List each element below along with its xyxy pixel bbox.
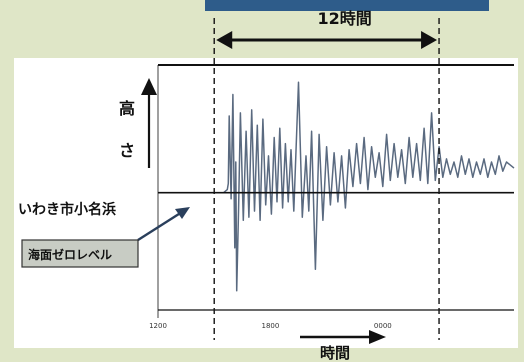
baseline-pointer-line <box>137 210 183 242</box>
ylabel-char-1: 高 <box>119 99 135 118</box>
baseline-pointer-head <box>175 207 190 219</box>
x-tick-label: 0000 <box>374 322 392 330</box>
duration-label: 12時間 <box>317 9 371 28</box>
x-tick-label: 1200 <box>149 322 167 330</box>
baseline-label-box <box>21 239 139 268</box>
x-tick-labels: 1200 1800 0000 <box>149 322 392 330</box>
xlabel: 時間 <box>320 344 350 362</box>
baseline-label: 海面ゼロレベル <box>28 247 112 262</box>
wave-series-line <box>158 81 515 292</box>
x-tick-label: 1800 <box>262 322 280 330</box>
location-label: いわき市小名浜 <box>18 201 116 218</box>
duration-arrow-left-head <box>216 31 233 49</box>
time-arrow-head <box>369 330 386 344</box>
duration-arrow-right-head <box>421 31 438 49</box>
height-arrow-head <box>141 78 157 95</box>
ylabel-char-2: さ <box>119 141 135 160</box>
header-banner <box>205 0 489 11</box>
